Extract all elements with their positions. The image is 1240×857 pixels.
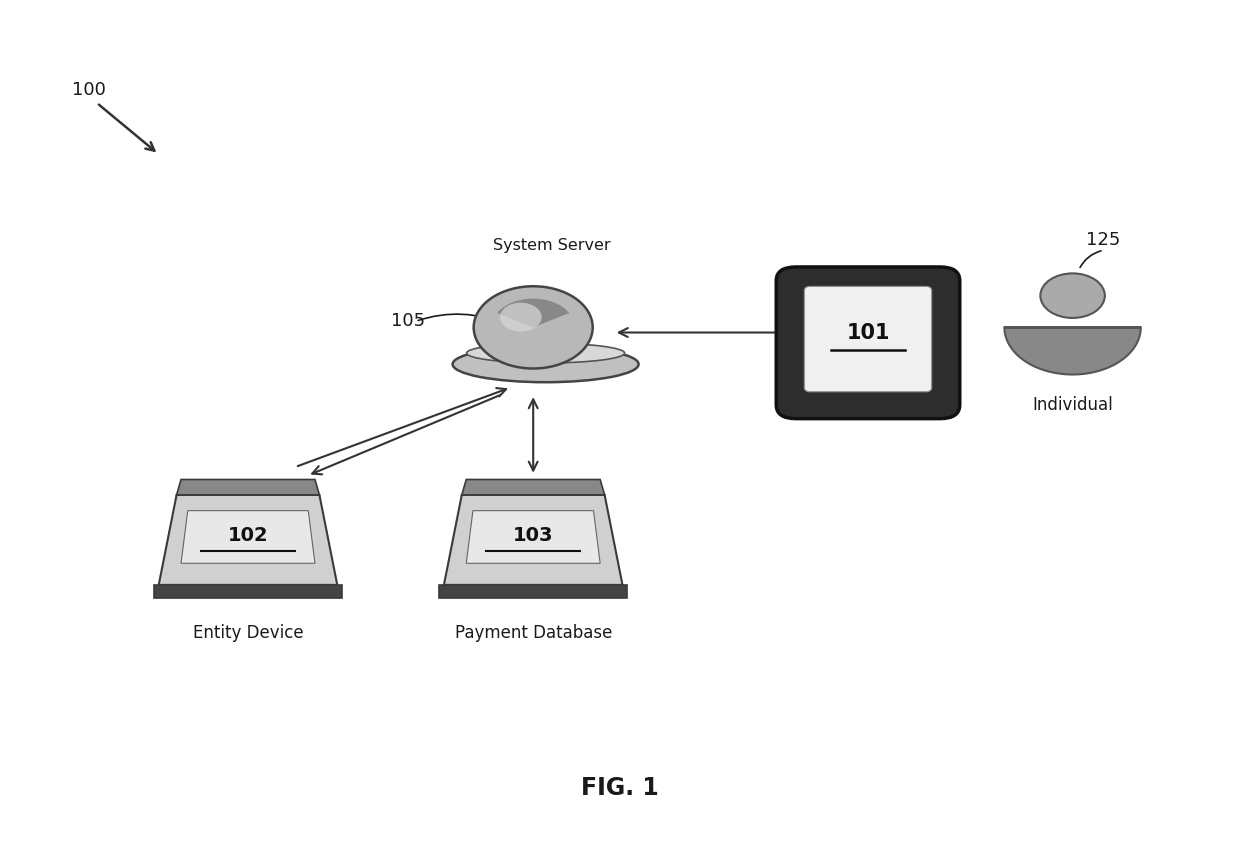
Polygon shape xyxy=(154,584,342,598)
FancyBboxPatch shape xyxy=(776,267,960,419)
Ellipse shape xyxy=(453,346,639,382)
Text: 105: 105 xyxy=(391,312,425,331)
Polygon shape xyxy=(176,480,320,495)
Text: 101: 101 xyxy=(846,322,890,343)
Circle shape xyxy=(474,286,593,369)
Circle shape xyxy=(500,303,542,332)
Text: 125: 125 xyxy=(1086,231,1121,249)
Polygon shape xyxy=(1004,327,1141,375)
Polygon shape xyxy=(159,495,337,584)
FancyBboxPatch shape xyxy=(805,286,931,392)
Text: 103: 103 xyxy=(513,526,553,545)
Polygon shape xyxy=(444,495,622,584)
Text: 102: 102 xyxy=(228,526,268,545)
Text: System Server: System Server xyxy=(494,237,610,253)
Wedge shape xyxy=(497,298,569,327)
Circle shape xyxy=(1040,273,1105,318)
Text: Entity Device: Entity Device xyxy=(192,624,304,642)
Polygon shape xyxy=(439,584,627,598)
Text: Payment Database: Payment Database xyxy=(455,624,611,642)
Polygon shape xyxy=(466,511,600,563)
Polygon shape xyxy=(461,480,605,495)
Text: FIG. 1: FIG. 1 xyxy=(582,776,658,800)
Text: 100: 100 xyxy=(72,81,105,99)
Polygon shape xyxy=(181,511,315,563)
Ellipse shape xyxy=(466,343,625,363)
Text: Individual: Individual xyxy=(1032,396,1114,414)
